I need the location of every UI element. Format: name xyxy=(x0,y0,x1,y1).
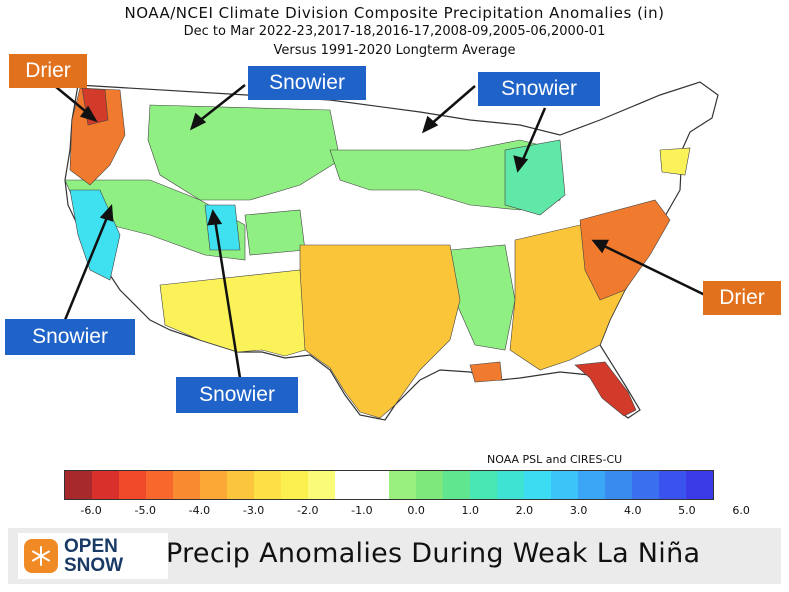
colorbar-cell xyxy=(281,471,308,499)
colorbar-tick-label: -4.0 xyxy=(188,504,211,517)
colorbar-tick-label: 5.0 xyxy=(678,504,696,517)
upper-midwest-wet-region xyxy=(329,139,561,211)
arrowhead-drier-nw xyxy=(79,105,98,123)
colorbar-cell xyxy=(92,471,119,499)
colorbar-cell xyxy=(470,471,497,499)
colorbar-cell xyxy=(200,471,227,499)
drier-nw-callout: Drier xyxy=(9,54,87,88)
map-title: NOAA/NCEI Climate Division Composite Pre… xyxy=(124,4,665,22)
colorbar-cell xyxy=(227,471,254,499)
arrow-snowier-great-lakes xyxy=(520,107,547,163)
colorbar-tick-label: 1.0 xyxy=(461,504,480,517)
northeast-dry-region xyxy=(659,147,691,176)
colorbar-tick-label: 3.0 xyxy=(569,504,588,517)
colorbar-cell xyxy=(443,471,470,499)
southern-plains-dry-region xyxy=(299,244,461,419)
colorbar-tick-label: -3.0 xyxy=(242,504,265,517)
snowier-north-rockies-callout: Snowier xyxy=(248,66,366,100)
arrow-drier-southeast xyxy=(601,243,706,297)
snowflake-icon xyxy=(24,539,58,573)
colorbar-tick-labels: -6.0 -5.0 -4.0 -3.0 -2.0 -1.0 0.0 1.0 2.0 3.0 4.0 5… xyxy=(64,504,749,518)
colorbar-tick-label: 6.0 xyxy=(732,504,750,517)
colorbar-cell xyxy=(659,471,686,499)
colorbar-tick-label: -2.0 xyxy=(297,504,319,517)
arrowhead-snowier-great-lakes xyxy=(513,155,529,173)
colorbar-cell xyxy=(362,471,389,499)
arrowhead-snowier-upper-midwest xyxy=(421,115,439,134)
colorbar-tick-label: 2.0 xyxy=(515,504,534,517)
colorbar-cell xyxy=(632,471,659,499)
arrowhead-snowier-north-rockies xyxy=(189,112,207,131)
arrowhead-snowier-sierra xyxy=(99,203,114,222)
snowier-utah-callout: Snowier xyxy=(176,377,298,413)
colorbar-cell xyxy=(524,471,551,499)
colorbar-cell xyxy=(497,471,524,499)
colorbar-cell xyxy=(416,471,443,499)
northern-rockies-wet-region xyxy=(147,104,341,201)
colorbar-cell xyxy=(335,471,362,499)
colorbar-cell xyxy=(605,471,632,499)
arrow-snowier-utah xyxy=(213,219,242,379)
colorbar-tick-label: 4.0 xyxy=(624,504,642,517)
logo-text-snow: SNOW xyxy=(64,555,124,576)
colorbar-cell xyxy=(173,471,200,499)
colorbar-cell xyxy=(254,471,281,499)
data-credit: NOAA PSL and CIRES-CU xyxy=(487,453,623,466)
map-subtitle-baseline: Versus 1991-2020 Longterm Average xyxy=(273,43,516,58)
opensnow-logo: OPEN SNOW xyxy=(18,533,168,579)
arrow-snowier-upper-midwest xyxy=(429,85,476,126)
footer-headline: Precip Anomalies During Weak La Niña xyxy=(166,538,701,569)
florida-dry-region xyxy=(574,361,637,417)
colorbar-cell xyxy=(308,471,335,499)
mid-atlantic-dry-region xyxy=(579,199,671,301)
colorbar-tick-label: -6.0 xyxy=(80,504,102,517)
colorbar-cell xyxy=(146,471,173,499)
arrow-snowier-north-rockies xyxy=(197,84,246,123)
utah-wet-region xyxy=(204,204,241,251)
colorbar-tick-label: 0.0 xyxy=(407,504,425,517)
map-subtitle-seasons: Dec to Mar 2022-23,2017-18,2016-17,2008-… xyxy=(183,24,606,39)
colorbar-cell xyxy=(551,471,578,499)
footer-banner: OPEN SNOW Precip Anomalies During Weak L… xyxy=(8,528,781,584)
southwest-dry-region xyxy=(159,269,306,357)
colorbar-cell xyxy=(65,471,92,499)
anomaly-colorbar xyxy=(64,470,714,500)
arrowhead-snowier-utah xyxy=(207,209,223,226)
gulf-coast-dry-region xyxy=(469,361,503,383)
snowier-sierra-callout: Snowier xyxy=(5,319,135,355)
colorbar-cell xyxy=(389,471,416,499)
colorbar-tick-label: -1.0 xyxy=(351,504,373,517)
colorbar-cell xyxy=(686,471,713,499)
arrow-snowier-sierra xyxy=(63,214,110,321)
logo-text-open: OPEN xyxy=(64,536,118,557)
drier-southeast-callout: Drier xyxy=(703,281,781,315)
arrowhead-drier-southeast xyxy=(591,239,610,254)
colorado-wet-region xyxy=(244,209,306,256)
colorbar-cell xyxy=(578,471,605,499)
snowier-upper-midwest-callout: Snowier xyxy=(478,72,600,106)
colorbar-tick-label: -5.0 xyxy=(134,504,156,517)
colorbar-cell xyxy=(119,471,146,499)
